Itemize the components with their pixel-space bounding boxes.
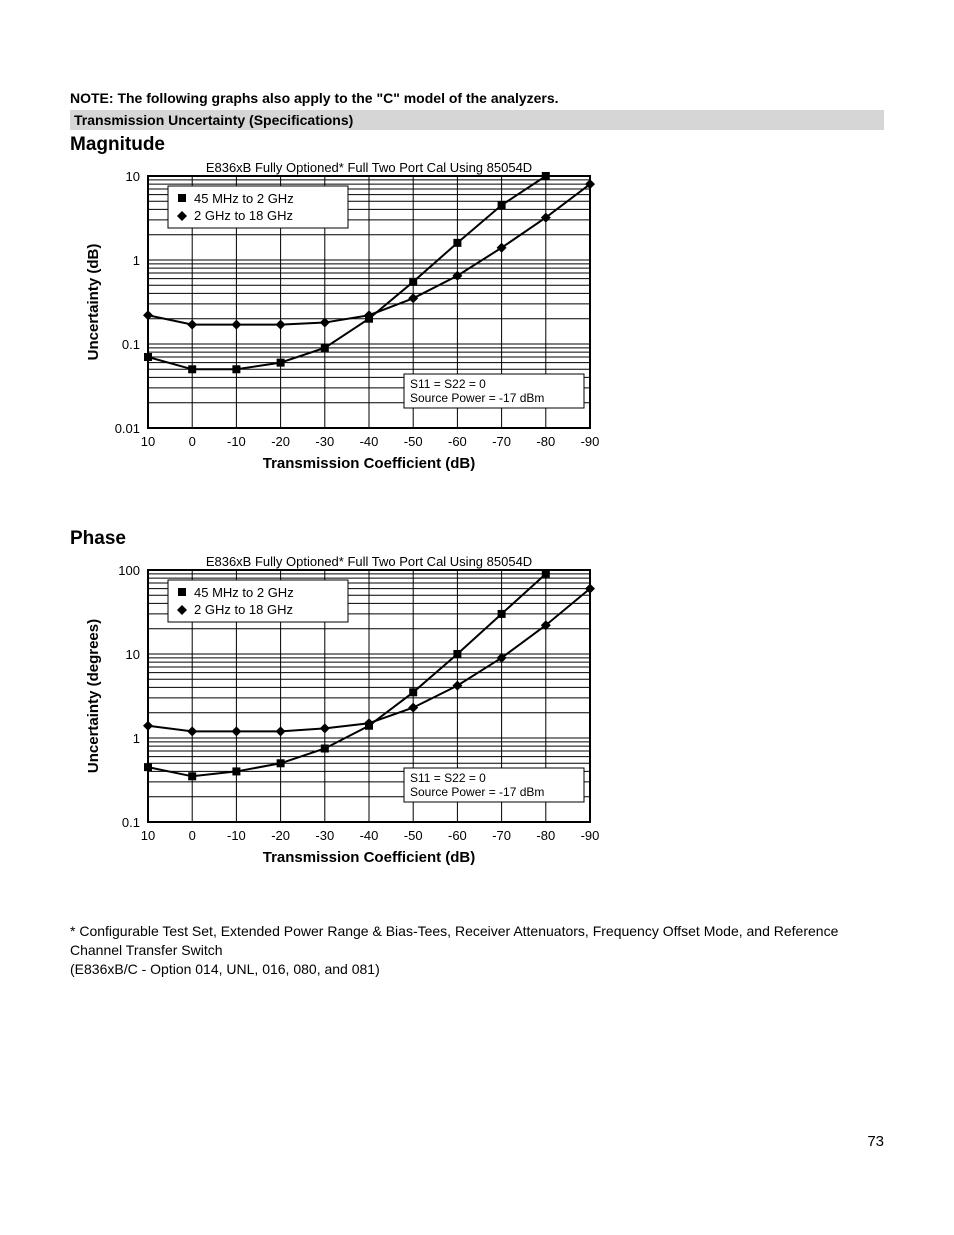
svg-text:-70: -70 <box>492 434 511 449</box>
svg-text:S11 = S22 = 0: S11 = S22 = 0 <box>410 377 486 391</box>
svg-text:-30: -30 <box>315 828 334 843</box>
magnitude-title: Magnitude <box>70 134 884 156</box>
svg-text:-60: -60 <box>448 434 467 449</box>
svg-text:-10: -10 <box>227 434 246 449</box>
svg-text:Transmission Coefficient (dB): Transmission Coefficient (dB) <box>263 849 476 866</box>
magnitude-chart: E836xB Fully Optioned* Full Two Port Cal… <box>70 158 610 508</box>
svg-text:Transmission Coefficient (dB): Transmission Coefficient (dB) <box>263 455 476 472</box>
svg-text:-10: -10 <box>227 828 246 843</box>
svg-text:-80: -80 <box>536 828 555 843</box>
svg-text:Source Power = -17 dBm: Source Power = -17 dBm <box>410 785 544 799</box>
svg-text:-60: -60 <box>448 828 467 843</box>
svg-text:-50: -50 <box>404 828 423 843</box>
svg-text:E836xB Fully Optioned* Full Tw: E836xB Fully Optioned* Full Two Port Cal… <box>206 160 532 175</box>
page-content: NOTE: The following graphs also apply to… <box>70 90 884 1150</box>
phase-chart: E836xB Fully Optioned* Full Two Port Cal… <box>70 552 610 902</box>
phase-chart-block: Phase E836xB Fully Optioned* Full Two Po… <box>70 528 884 902</box>
svg-text:0: 0 <box>189 434 196 449</box>
svg-text:-50: -50 <box>404 434 423 449</box>
svg-text:Source Power = -17 dBm: Source Power = -17 dBm <box>410 391 544 405</box>
svg-text:100: 100 <box>118 563 140 578</box>
footnote-line1: * Configurable Test Set, Extended Power … <box>70 923 838 958</box>
svg-text:0.1: 0.1 <box>122 815 140 830</box>
svg-text:Uncertainty (degrees): Uncertainty (degrees) <box>85 619 102 773</box>
footnote: * Configurable Test Set, Extended Power … <box>70 922 884 979</box>
svg-text:-40: -40 <box>360 434 379 449</box>
svg-text:-40: -40 <box>360 828 379 843</box>
note-text: NOTE: The following graphs also apply to… <box>70 90 884 106</box>
magnitude-chart-block: Magnitude E836xB Fully Optioned* Full Tw… <box>70 134 884 508</box>
svg-text:-90: -90 <box>581 828 600 843</box>
svg-text:Uncertainty (dB): Uncertainty (dB) <box>85 244 102 361</box>
svg-text:-20: -20 <box>271 828 290 843</box>
footnote-line2: (E836xB/C - Option 014, UNL, 016, 080, a… <box>70 961 380 977</box>
phase-title: Phase <box>70 528 884 550</box>
svg-text:45 MHz to 2 GHz: 45 MHz to 2 GHz <box>194 585 294 600</box>
svg-text:1: 1 <box>133 731 140 746</box>
page-number: 73 <box>867 1133 884 1150</box>
svg-text:10: 10 <box>126 169 140 184</box>
svg-text:10: 10 <box>141 434 155 449</box>
svg-text:2 GHz to 18 GHz: 2 GHz to 18 GHz <box>194 602 293 617</box>
svg-text:0: 0 <box>189 828 196 843</box>
svg-text:-30: -30 <box>315 434 334 449</box>
svg-text:0.01: 0.01 <box>115 421 140 436</box>
svg-text:E836xB Fully Optioned* Full Tw: E836xB Fully Optioned* Full Two Port Cal… <box>206 554 532 569</box>
svg-text:45 MHz to 2 GHz: 45 MHz to 2 GHz <box>194 191 294 206</box>
svg-text:0.1: 0.1 <box>122 337 140 352</box>
svg-text:10: 10 <box>141 828 155 843</box>
svg-text:10: 10 <box>126 647 140 662</box>
svg-text:-80: -80 <box>536 434 555 449</box>
svg-text:-90: -90 <box>581 434 600 449</box>
svg-text:-70: -70 <box>492 828 511 843</box>
svg-text:2 GHz to 18 GHz: 2 GHz to 18 GHz <box>194 208 293 223</box>
section-header: Transmission Uncertainty (Specifications… <box>70 110 884 130</box>
svg-text:1: 1 <box>133 253 140 268</box>
svg-text:S11 = S22 = 0: S11 = S22 = 0 <box>410 771 486 785</box>
svg-text:-20: -20 <box>271 434 290 449</box>
